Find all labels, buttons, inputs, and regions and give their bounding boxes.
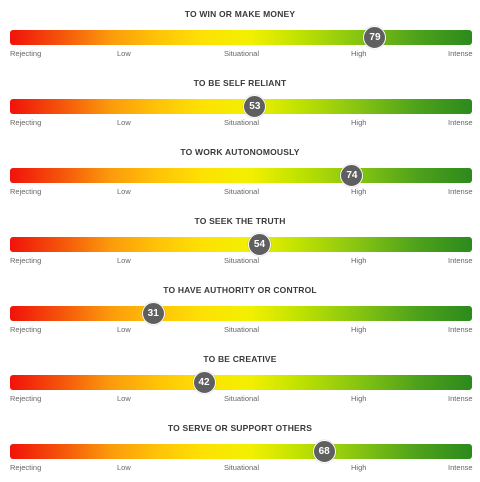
scale-title: TO WIN OR MAKE MONEY: [184, 9, 296, 19]
scale-labels: Rejecting Low Situational High Intense: [0, 118, 480, 130]
tick-label-low: Low: [117, 463, 131, 472]
tick-label-low: Low: [117, 49, 131, 58]
tick-label-situational: Situational: [224, 325, 260, 334]
tick-label-intense: Intense: [448, 118, 473, 127]
scale-title: TO SERVE OR SUPPORT OTHERS: [167, 423, 313, 433]
tick-label-low: Low: [117, 394, 131, 403]
tick-label-low: Low: [117, 256, 131, 265]
scale-title: TO BE CREATIVE: [203, 354, 277, 364]
tick-label-intense: Intense: [448, 325, 473, 334]
tick-label-low: Low: [117, 187, 131, 196]
scale-labels: Rejecting Low Situational High Intense: [0, 325, 480, 337]
tick-label-rejecting: Rejecting: [10, 187, 42, 196]
tick-label-low: Low: [117, 325, 131, 334]
tick-label-high: High: [351, 394, 367, 403]
tick-label-situational: Situational: [224, 394, 260, 403]
tick-label-intense: Intense: [448, 187, 473, 196]
value-marker: 42: [192, 371, 216, 394]
scale-labels: Rejecting Low Situational High Intense: [0, 49, 480, 61]
tick-label-situational: Situational: [224, 118, 260, 127]
tick-label-rejecting: Rejecting: [10, 256, 42, 265]
scale-row: TO BE CREATIVE Rejecting Low Situational Hig…: [0, 353, 480, 413]
tick-label-rejecting: Rejecting: [10, 118, 42, 127]
scale-row: TO HAVE AUTHORITY OR CONTROL Rejecting Low…: [0, 284, 480, 344]
tick-label-rejecting: Rejecting: [10, 394, 42, 403]
scale-title: TO SEEK THE TRUTH: [194, 216, 286, 226]
scale-row: TO WIN OR MAKE MONEY Rejecting Low Situatio…: [0, 8, 480, 68]
tick-label-rejecting: Rejecting: [10, 463, 42, 472]
scale-row: TO SERVE OR SUPPORT OTHERS Rejecting Low Si…: [0, 422, 480, 482]
tick-label-rejecting: Rejecting: [10, 325, 42, 334]
scale-labels: Rejecting Low Situational High Intense: [0, 187, 480, 199]
value-marker: 68: [312, 440, 336, 463]
scale-row: TO WORK AUTONOMOUSLY Rejecting Low Situatio…: [0, 146, 480, 206]
tick-label-situational: Situational: [224, 49, 260, 58]
tick-label-low: Low: [117, 118, 131, 127]
value-marker: 79: [363, 26, 387, 49]
gradient-bar: [10, 99, 472, 114]
tick-label-high: High: [351, 256, 367, 265]
tick-label-situational: Situational: [224, 256, 260, 265]
tick-label-high: High: [351, 187, 367, 196]
value-marker: 74: [340, 164, 364, 187]
value-marker: 53: [243, 95, 267, 118]
gradient-bar: [10, 30, 472, 45]
tick-label-high: High: [351, 325, 367, 334]
scale-title: TO BE SELF RELIANT: [193, 78, 287, 88]
scale-row: TO SEEK THE TRUTH Rejecting Low Situational…: [0, 215, 480, 275]
gradient-bar: [10, 444, 472, 459]
scale-row: TO BE SELF RELIANT Rejecting Low Situationa…: [0, 77, 480, 137]
gradient-bar: [10, 375, 472, 390]
tick-label-situational: Situational: [224, 187, 260, 196]
gradient-bar: [10, 306, 472, 321]
tick-label-rejecting: Rejecting: [10, 49, 42, 58]
scale-labels: Rejecting Low Situational High Intense: [0, 463, 480, 475]
scale-labels: Rejecting Low Situational High Intense: [0, 394, 480, 406]
tick-label-high: High: [351, 49, 367, 58]
scale-title: TO HAVE AUTHORITY OR CONTROL: [163, 285, 317, 295]
scale-labels: Rejecting Low Situational High Intense: [0, 256, 480, 268]
tick-label-high: High: [351, 118, 367, 127]
tick-label-intense: Intense: [448, 394, 473, 403]
gradient-bar: [10, 237, 472, 252]
tick-label-intense: Intense: [448, 256, 473, 265]
gradient-bar: [10, 168, 472, 183]
tick-label-intense: Intense: [448, 49, 473, 58]
tick-label-high: High: [351, 463, 367, 472]
value-marker: 54: [247, 233, 271, 256]
tick-label-intense: Intense: [448, 463, 473, 472]
tick-label-situational: Situational: [224, 463, 260, 472]
scale-title: TO WORK AUTONOMOUSLY: [180, 147, 300, 157]
value-marker: 31: [141, 302, 165, 325]
